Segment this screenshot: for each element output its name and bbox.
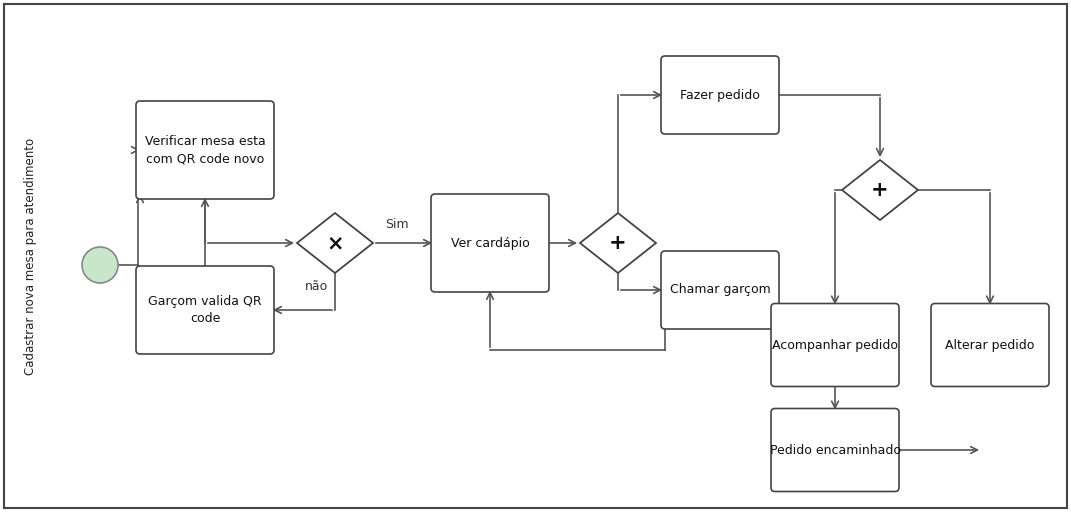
FancyBboxPatch shape xyxy=(771,409,899,492)
Circle shape xyxy=(82,247,118,283)
Polygon shape xyxy=(580,213,657,273)
FancyBboxPatch shape xyxy=(771,304,899,387)
Text: Fazer pedido: Fazer pedido xyxy=(680,89,760,101)
FancyBboxPatch shape xyxy=(4,4,1067,508)
Text: Cadastrar nova mesa para atendimento: Cadastrar nova mesa para atendimento xyxy=(25,137,37,375)
FancyBboxPatch shape xyxy=(136,101,274,199)
FancyBboxPatch shape xyxy=(661,56,779,134)
Text: Garçom valida QR
code: Garçom valida QR code xyxy=(148,295,261,325)
Text: +: + xyxy=(871,180,889,200)
FancyBboxPatch shape xyxy=(431,194,549,292)
Text: Verificar mesa esta
com QR code novo: Verificar mesa esta com QR code novo xyxy=(145,135,266,165)
Polygon shape xyxy=(842,160,918,220)
Text: Alterar pedido: Alterar pedido xyxy=(946,338,1035,352)
Text: Acompanhar pedido: Acompanhar pedido xyxy=(772,338,897,352)
Text: não: não xyxy=(305,280,328,293)
Text: Sim: Sim xyxy=(384,218,409,231)
Text: ×: × xyxy=(327,233,344,253)
Text: Chamar garçom: Chamar garçom xyxy=(669,284,770,296)
FancyBboxPatch shape xyxy=(931,304,1049,387)
Text: +: + xyxy=(609,233,627,253)
FancyBboxPatch shape xyxy=(136,266,274,354)
Text: Ver cardápio: Ver cardápio xyxy=(451,237,529,249)
Polygon shape xyxy=(297,213,373,273)
Text: Pedido encaminhado: Pedido encaminhado xyxy=(769,443,901,457)
FancyBboxPatch shape xyxy=(661,251,779,329)
